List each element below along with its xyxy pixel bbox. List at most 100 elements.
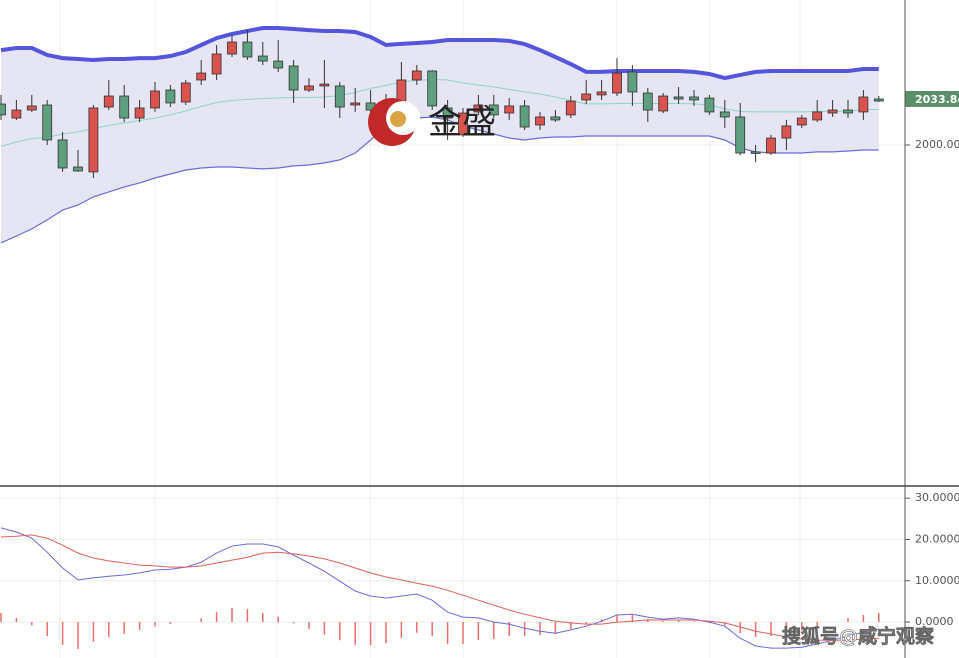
candle-body — [73, 166, 83, 172]
y-tick-label: 2000.00 — [915, 138, 959, 151]
histogram-bar — [400, 622, 403, 639]
histogram-bar — [739, 622, 741, 634]
y-tick-label: 20.0000 — [915, 532, 959, 545]
candle-body — [504, 105, 515, 114]
histogram-bar — [262, 612, 264, 623]
candle-body — [719, 111, 730, 118]
macd-line — [0, 527, 879, 649]
candle-body — [827, 109, 838, 114]
candle-body — [180, 82, 191, 103]
candle-body — [781, 125, 792, 139]
histogram-bar — [169, 622, 172, 625]
histogram-bar — [339, 622, 341, 641]
histogram-bar — [200, 618, 202, 623]
histogram-bar — [585, 622, 587, 625]
candle-body — [473, 104, 484, 113]
histogram-bar — [816, 622, 818, 626]
histogram-bar — [493, 622, 495, 639]
candle-body — [488, 104, 499, 116]
candle-body — [196, 72, 207, 81]
candle-body — [211, 53, 222, 75]
histogram-bar — [92, 622, 95, 642]
histogram-bar — [462, 622, 464, 644]
candle-body — [119, 95, 130, 119]
candle-body — [11, 109, 22, 119]
histogram-bar — [31, 622, 33, 626]
histogram-bar — [15, 617, 18, 623]
histogram-bar — [570, 622, 572, 630]
y-tick-label: 10.0000 — [915, 574, 959, 587]
histogram-bar — [61, 622, 64, 645]
y-tick-label: 0.0000 — [915, 615, 954, 628]
histogram-bar — [369, 622, 372, 646]
candle-body — [735, 116, 746, 154]
candle-body — [642, 92, 653, 111]
histogram-bar — [154, 622, 156, 627]
histogram-bar — [693, 621, 695, 623]
histogram-bar — [662, 621, 664, 623]
histogram-bar — [847, 617, 849, 623]
histogram-bar — [77, 622, 79, 649]
candle-body — [689, 96, 699, 101]
histogram-bar — [862, 615, 865, 623]
candle-body — [150, 90, 160, 109]
y-tick-label: 30.0000 — [915, 491, 959, 504]
candle-body — [458, 112, 468, 136]
candle-body — [288, 65, 299, 91]
histogram-bar — [724, 622, 726, 626]
candle-body — [242, 41, 253, 58]
candle-body — [57, 139, 68, 169]
candle-body — [334, 85, 345, 108]
candle-body — [658, 95, 669, 112]
logo-text: 金盛 — [428, 103, 496, 143]
histogram-bar — [292, 622, 295, 624]
logo: 金盛 — [368, 98, 496, 146]
histogram-bar — [215, 612, 218, 623]
histogram-bar — [523, 622, 526, 637]
source-watermark: 搜狐号@咸宁观察 — [782, 625, 935, 648]
candle-body — [350, 102, 361, 106]
candle-body — [88, 107, 99, 173]
histogram-bar — [246, 608, 249, 623]
lower-band — [0, 116, 879, 244]
candle-body — [627, 71, 638, 93]
histogram-bar — [554, 622, 557, 635]
candle-body — [612, 72, 622, 94]
candle-body — [442, 107, 453, 119]
histogram-bar — [477, 622, 480, 640]
histogram-bar — [323, 622, 326, 635]
histogram-bar — [770, 622, 772, 637]
candle-body — [273, 60, 284, 69]
candle-body — [596, 91, 607, 96]
histogram-bar — [416, 622, 418, 633]
histogram-bar — [138, 622, 141, 630]
histogram-bar — [277, 616, 279, 623]
candle-body — [581, 93, 592, 101]
histogram-bar — [46, 622, 48, 637]
band-area — [1, 28, 879, 243]
candle-body — [319, 83, 330, 87]
histogram-bar — [631, 615, 634, 623]
histogram-bar — [616, 615, 618, 623]
candle-body — [704, 97, 715, 113]
candle-body — [812, 111, 823, 121]
candle-body — [565, 100, 576, 116]
candle-body — [535, 116, 545, 126]
last-price-label: 2033.84 — [915, 93, 959, 106]
histogram-bar — [801, 622, 803, 631]
logo-coin — [390, 111, 406, 127]
histogram-bar — [785, 622, 788, 634]
histogram-bar — [231, 608, 233, 623]
candle-body — [26, 105, 37, 111]
candle-body — [843, 109, 853, 114]
histogram-bar — [123, 622, 125, 635]
histogram-bar — [431, 622, 433, 637]
histogram-bar — [108, 622, 110, 638]
candle-body — [411, 70, 422, 81]
histogram-bar — [508, 622, 510, 637]
candle-body — [858, 96, 869, 113]
candle-body — [134, 107, 145, 119]
